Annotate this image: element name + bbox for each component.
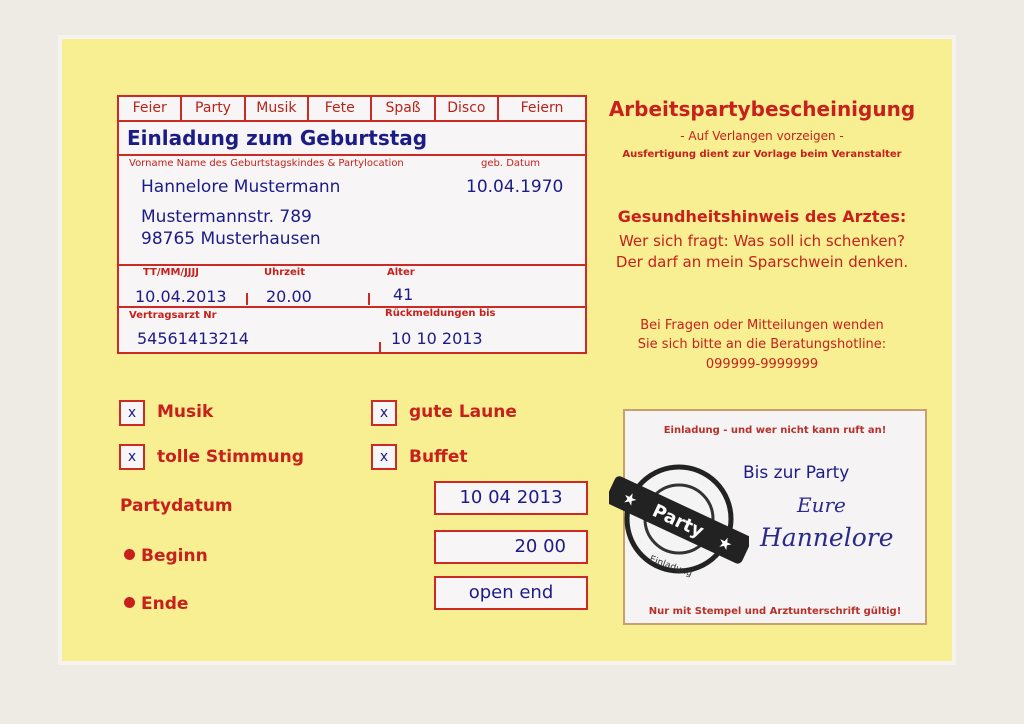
party-stamp-icon: Einladung Party ★ ★ [609,464,749,579]
reply-value: 10 10 2013 [391,329,483,348]
stamp-line1: Bis zur Party [743,463,850,483]
doctor-label: Vertragsarzt Nr [129,310,217,321]
city-value: 98765 Musterhausen [141,229,321,249]
stamp-line2: Eure [797,493,846,517]
tick [246,293,248,305]
checkbox-tolle-stimmung[interactable]: x [119,444,145,470]
name-value: Hannelore Mustermann [141,177,341,197]
partydatum-label: Partydatum [120,496,233,516]
certificate-sub2: Ausfertigung dient zur Vorlage beim Vera… [622,149,902,160]
stamp-signature: Hannelore [760,523,894,552]
stamp-top-text: Einladung - und wer nicht kann ruft an! [663,425,887,436]
health-line1: Wer sich fragt: Was soll ich schenken? [618,232,906,250]
age-label: Alter [387,267,415,278]
date-value: 10.04.2013 [135,287,227,306]
tab-feier: Feier [119,97,183,120]
tab-musik: Musik [246,97,310,120]
bullet-icon [124,597,135,608]
checkbox-gute-laune[interactable]: x [371,400,397,426]
bullet-icon [124,549,135,560]
divider [119,264,585,266]
tab-disco: Disco [436,97,500,120]
health-title: Gesundheitshinweis des Arztes: [617,207,907,226]
begin-label-text: Beginn [141,546,208,566]
doctor-value: 54561413214 [137,329,249,348]
tab-spass: Spaß [372,97,436,120]
checkbox-musik-label: Musik [157,402,214,422]
contact-line2: Sie sich bitte an die Beratungshotline: [637,337,887,352]
tab-fete: Fete [309,97,373,120]
tab-row: Feier Party Musik Fete Spaß Disco Feiern [119,97,585,122]
name-label: Vorname Name des Geburtstagskindes & Par… [129,158,404,169]
street-value: Mustermannstr. 789 [141,207,312,227]
invitation-card: Feier Party Musik Fete Spaß Disco Feiern… [58,35,956,665]
invitation-form: Feier Party Musik Fete Spaß Disco Feiern… [117,95,587,354]
certificate-sub1: - Auf Verlangen vorzeigen - [680,129,844,143]
end-field: open end [434,576,588,610]
form-title: Einladung zum Geburtstag [119,122,585,156]
checkbox-gute-laune-label: gute Laune [409,402,517,422]
certificate-title: Arbeitspartybescheinigung [608,97,916,121]
divider [119,306,585,308]
begin-field: 20 00 [434,530,588,564]
hotline-number: 099999-9999999 [705,357,819,372]
contact-line1: Bei Fragen oder Mitteilungen wenden [640,318,884,333]
reply-label: Rückmeldungen bis [385,308,496,319]
partydatum-field: 10 04 2013 [434,481,588,515]
age-value: 41 [393,285,414,304]
time-value: 20.00 [266,287,312,306]
stamp-box: Einladung - und wer nicht kann ruft an! … [609,409,927,625]
date-label: TT/MM/JJJJ [143,267,199,278]
tick [379,342,381,354]
checkbox-buffet[interactable]: x [371,444,397,470]
dob-label: geb. Datum [481,158,541,169]
health-line2: Der darf an mein Sparschwein denken. [615,253,909,271]
tick [368,293,370,305]
checkbox-buffet-label: Buffet [409,447,468,467]
dob-value: 10.04.1970 [466,177,564,197]
stamp-bottom-text: Nur mit Stempel und Arztunterschrift gül… [648,606,902,617]
begin-label: Beginn [124,546,208,566]
checkbox-musik[interactable]: x [119,400,145,426]
end-label-text: Ende [141,594,189,614]
end-label: Ende [124,594,188,614]
time-label: Uhrzeit [264,267,305,278]
checkbox-tolle-stimmung-label: tolle Stimmung [157,447,304,467]
tab-feiern: Feiern [520,100,564,116]
tab-party: Party [182,97,246,120]
